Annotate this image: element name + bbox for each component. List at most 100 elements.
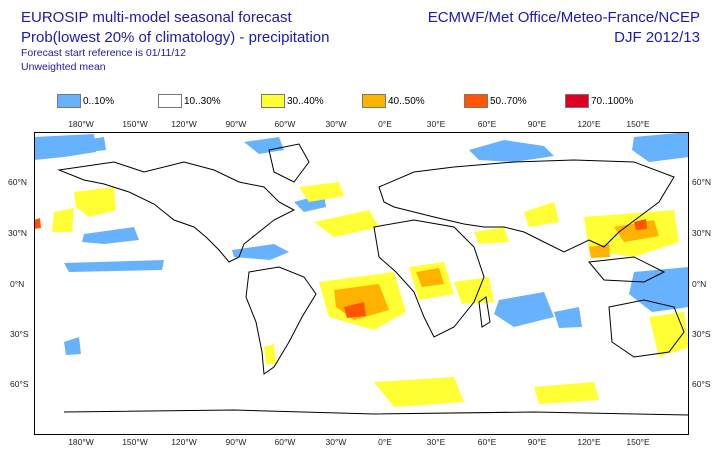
- legend-item-50-70: 50..70%: [464, 94, 527, 108]
- lon-label-bottom: 90°W: [226, 437, 247, 447]
- weighting-note: Unweighted mean: [21, 61, 106, 73]
- legend-label-40-50: 40..50%: [388, 95, 425, 107]
- lon-label-top: 60°E: [478, 119, 497, 129]
- region-blue-siberia: [469, 140, 554, 162]
- legend-label-0-10: 0..10%: [83, 95, 115, 107]
- region-blue-s-pacific-w: [64, 337, 81, 355]
- lon-label-bottom: 60°E: [478, 437, 497, 447]
- australia-coast: [608, 299, 685, 358]
- eurasia-coast: [378, 159, 675, 253]
- top-lon-labels: 180°W 150°W 120°W 90°W 60°W 30°W 0°E 30°…: [68, 119, 650, 129]
- lon-label-top: 120°W: [171, 119, 197, 129]
- north-america-coast: [57, 161, 296, 263]
- region-redorange-japan: [634, 219, 647, 230]
- map-frame: [34, 132, 689, 435]
- world-map: [34, 132, 689, 435]
- legend-item-10-30: 10..30%: [158, 94, 221, 108]
- region-blue-alaska-sea: [34, 134, 96, 160]
- legend-item-70-100: 70..100%: [565, 94, 633, 108]
- lon-label-top: 150°E: [626, 119, 650, 129]
- bottom-lon-labels: 180°W 150°W 120°W 90°W 60°W 30°W 0°E 30°…: [68, 437, 650, 447]
- lon-label-bottom: 120°W: [171, 437, 197, 447]
- forecast-reference: Forecast start reference is 01/11/12: [21, 47, 186, 59]
- region-blue-indian-e: [554, 307, 582, 328]
- lon-label-bottom: 180°W: [68, 437, 94, 447]
- region-blue-pacific-n: [82, 227, 139, 244]
- africa-coast: [373, 219, 485, 338]
- lon-label-bottom: 150°E: [626, 437, 650, 447]
- region-yellow-madagascar: [454, 277, 494, 304]
- legend-label-30-40: 30..40%: [287, 95, 324, 107]
- legend-item-0-10: 0..10%: [57, 94, 114, 108]
- lon-label-top: 120°E: [577, 119, 601, 129]
- coastlines: [57, 143, 689, 416]
- region-blue-bering: [84, 137, 106, 152]
- region-redorange-s-atlantic: [344, 302, 366, 318]
- region-blue-indian-ocean: [494, 292, 554, 327]
- legend-label-70-100: 70..100%: [591, 95, 634, 107]
- region-yellow-atlantic-n: [299, 182, 344, 202]
- legend-swatch-0-10: [57, 94, 81, 108]
- lon-label-top: 150°W: [122, 119, 148, 129]
- region-redorange-pacific-edge: [34, 218, 41, 229]
- region-yellow-chile: [264, 344, 276, 364]
- region-blue-w-pacific: [629, 267, 689, 312]
- legend-item-40-50: 40..50%: [362, 94, 425, 108]
- lat-label-right: 30°N: [692, 228, 711, 238]
- lon-label-bottom: 120°E: [577, 437, 601, 447]
- lon-label-bottom: 30°W: [326, 437, 347, 447]
- lon-label-top: 90°W: [226, 119, 247, 129]
- madagascar-coast: [478, 296, 491, 328]
- region-blue-caribbean: [232, 244, 289, 260]
- season-label: DJF 2012/13: [614, 29, 700, 46]
- lon-label-top: 30°E: [427, 119, 446, 129]
- region-yellow-ne-pacific: [74, 187, 116, 217]
- lon-label-bottom: 60°W: [275, 437, 296, 447]
- lat-label-left: 0°N: [10, 279, 24, 289]
- lat-label-right: 0°N: [692, 279, 706, 289]
- antarctica-coast: [63, 409, 689, 416]
- south-america-coast: [245, 266, 317, 375]
- lon-label-top: 0°E: [378, 119, 392, 129]
- region-orange-e-china: [614, 220, 659, 242]
- lat-label-right: 60°S: [692, 379, 711, 389]
- region-yellow-australia-e: [649, 312, 689, 357]
- region-yellow-s-ocean-b: [534, 382, 599, 404]
- blue-regions: [34, 132, 689, 355]
- region-orange-se-asia: [589, 244, 610, 258]
- lon-label-bottom: 90°E: [528, 437, 547, 447]
- region-yellow-arabia: [474, 227, 509, 244]
- lat-label-left: 30°S: [10, 329, 29, 339]
- lon-label-top: 180°W: [68, 119, 94, 129]
- lon-label-top: 30°W: [326, 119, 347, 129]
- left-lat-labels: 60°N 30°N 0°N 30°S 60°S: [8, 177, 29, 389]
- right-lat-labels: 60°N 30°N 0°N 30°S 60°S: [692, 177, 711, 389]
- legend-swatch-10-30: [158, 94, 182, 108]
- lat-label-left: 30°N: [8, 228, 27, 238]
- region-yellow-atlantic-mid: [314, 210, 379, 237]
- legend-label-50-70: 50..70%: [490, 95, 527, 107]
- legend-swatch-70-100: [565, 94, 589, 108]
- region-yellow-pacific-30n: [52, 208, 74, 232]
- region-orange-central-africa: [416, 268, 444, 287]
- indonesia-coast: [588, 256, 666, 283]
- legend-swatch-50-70: [464, 94, 488, 108]
- greenland-coast: [268, 143, 310, 183]
- legend-label-10-30: 10..30%: [184, 95, 221, 107]
- source-label: ECMWF/Met Office/Meteo-France/NCEP: [427, 9, 700, 26]
- lat-label-left: 60°N: [8, 177, 27, 187]
- title-line-2: Prob(lowest 20% of climatology) - precip…: [21, 29, 330, 46]
- lon-label-bottom: 30°E: [427, 437, 446, 447]
- lon-label-top: 90°E: [528, 119, 547, 129]
- legend-item-30-40: 30..40%: [261, 94, 324, 108]
- lon-label-bottom: 0°E: [378, 437, 392, 447]
- legend-swatch-40-50: [362, 94, 386, 108]
- legend-swatch-30-40: [261, 94, 285, 108]
- red-orange-regions: [34, 218, 647, 318]
- lon-label-top: 60°W: [275, 119, 296, 129]
- region-blue-east-siberia: [632, 132, 689, 162]
- region-blue-canada-arctic: [244, 137, 284, 154]
- lat-label-left: 60°S: [10, 379, 29, 389]
- lat-label-right: 60°N: [692, 177, 711, 187]
- region-blue-pacific-eq: [64, 260, 164, 272]
